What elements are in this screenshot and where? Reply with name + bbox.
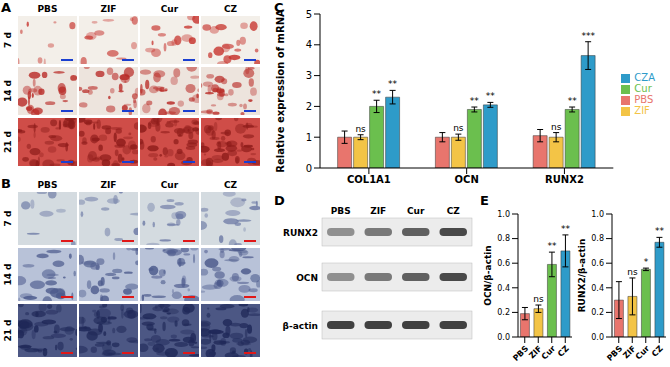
- svg-text:14 d: 14 d: [3, 263, 13, 285]
- svg-text:5: 5: [306, 9, 312, 20]
- svg-text:ZIF: ZIF: [100, 4, 116, 14]
- svg-text:RUNX2/β-actin: RUNX2/β-actin: [577, 239, 587, 313]
- svg-text:7 d: 7 d: [3, 211, 13, 227]
- svg-text:Cur: Cur: [634, 344, 651, 361]
- svg-text:Relative expression of mRNA: Relative expression of mRNA: [275, 9, 286, 173]
- svg-text:COL1A1: COL1A1: [347, 174, 391, 185]
- svg-text:21 d: 21 d: [3, 319, 13, 341]
- svg-text:0.2: 0.2: [497, 308, 510, 317]
- svg-text:ns: ns: [551, 122, 562, 132]
- svg-text:OCN: OCN: [455, 174, 479, 185]
- svg-text:3: 3: [306, 70, 312, 81]
- svg-text:**: **: [568, 96, 578, 106]
- svg-text:0.8: 0.8: [591, 234, 604, 243]
- svg-text:**: **: [561, 224, 571, 234]
- svg-text:0.0: 0.0: [591, 333, 604, 342]
- svg-text:**: **: [547, 241, 557, 251]
- svg-text:**: **: [470, 96, 480, 106]
- svg-text:0.6: 0.6: [591, 259, 604, 268]
- svg-text:ns: ns: [627, 267, 638, 277]
- svg-text:0.8: 0.8: [497, 234, 510, 243]
- svg-text:OCN/β-actin: OCN/β-actin: [483, 245, 493, 305]
- svg-text:CZ: CZ: [224, 4, 238, 14]
- svg-text:**: **: [655, 226, 665, 236]
- svg-text:ns: ns: [533, 294, 544, 304]
- svg-text:**: **: [486, 91, 496, 101]
- svg-text:PBS: PBS: [38, 180, 58, 190]
- svg-text:ns: ns: [453, 123, 464, 133]
- svg-text:CZ: CZ: [556, 344, 571, 359]
- svg-text:21 d: 21 d: [3, 131, 13, 153]
- svg-text:1: 1: [306, 132, 312, 143]
- svg-text:0.4: 0.4: [591, 284, 604, 293]
- svg-text:ns: ns: [355, 124, 366, 134]
- svg-text:RUNX2: RUNX2: [545, 174, 584, 185]
- svg-text:CZ: CZ: [447, 206, 461, 216]
- svg-text:14 d: 14 d: [3, 80, 13, 102]
- svg-text:7 d: 7 d: [3, 32, 13, 48]
- svg-text:PBS: PBS: [331, 206, 351, 216]
- svg-text:4: 4: [306, 39, 312, 50]
- svg-text:2: 2: [306, 101, 312, 112]
- svg-text:OCN: OCN: [296, 273, 318, 283]
- svg-text:**: **: [372, 89, 382, 99]
- svg-text:*: *: [644, 257, 649, 267]
- svg-text:0.6: 0.6: [497, 259, 510, 268]
- svg-text:1.0: 1.0: [591, 210, 604, 219]
- svg-text:β-actin: β-actin: [283, 321, 318, 331]
- svg-text:RUNX2: RUNX2: [283, 228, 318, 238]
- svg-text:0: 0: [306, 163, 312, 174]
- svg-text:0.2: 0.2: [591, 308, 604, 317]
- svg-text:ZIF: ZIF: [100, 180, 116, 190]
- svg-text:CZ: CZ: [650, 344, 665, 359]
- svg-text:***: ***: [581, 31, 595, 41]
- svg-text:0.4: 0.4: [497, 284, 510, 293]
- svg-text:Cur: Cur: [161, 4, 179, 14]
- svg-text:Cur: Cur: [161, 180, 179, 190]
- svg-text:ZIF: ZIF: [370, 206, 386, 216]
- svg-text:**: **: [388, 79, 398, 89]
- svg-text:PBS: PBS: [38, 4, 58, 14]
- svg-text:0.0: 0.0: [497, 333, 510, 342]
- svg-text:Cur: Cur: [407, 206, 425, 216]
- svg-text:CZ: CZ: [224, 180, 238, 190]
- svg-text:1.0: 1.0: [497, 210, 510, 219]
- svg-text:Cur: Cur: [540, 344, 557, 361]
